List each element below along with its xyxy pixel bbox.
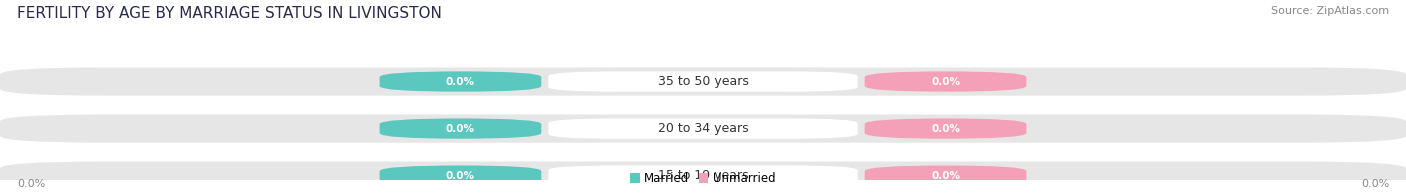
FancyBboxPatch shape	[380, 71, 541, 92]
Text: 0.0%: 0.0%	[446, 76, 475, 87]
FancyBboxPatch shape	[865, 165, 1026, 186]
FancyBboxPatch shape	[0, 114, 1406, 143]
Text: 0.0%: 0.0%	[446, 171, 475, 181]
FancyBboxPatch shape	[548, 165, 858, 186]
Text: 0.0%: 0.0%	[446, 123, 475, 134]
FancyBboxPatch shape	[0, 67, 1406, 96]
Text: 15 to 19 years: 15 to 19 years	[658, 169, 748, 182]
Text: Source: ZipAtlas.com: Source: ZipAtlas.com	[1271, 6, 1389, 16]
Text: FERTILITY BY AGE BY MARRIAGE STATUS IN LIVINGSTON: FERTILITY BY AGE BY MARRIAGE STATUS IN L…	[17, 6, 441, 21]
FancyBboxPatch shape	[380, 165, 541, 186]
FancyBboxPatch shape	[865, 118, 1026, 139]
Text: 0.0%: 0.0%	[931, 171, 960, 181]
Legend: Married, Unmarried: Married, Unmarried	[626, 168, 780, 190]
FancyBboxPatch shape	[865, 71, 1026, 92]
Text: 0.0%: 0.0%	[1361, 179, 1389, 189]
Text: 0.0%: 0.0%	[931, 76, 960, 87]
FancyBboxPatch shape	[380, 118, 541, 139]
Text: 0.0%: 0.0%	[17, 179, 45, 189]
FancyBboxPatch shape	[548, 71, 858, 92]
FancyBboxPatch shape	[0, 162, 1406, 190]
Text: 20 to 34 years: 20 to 34 years	[658, 122, 748, 135]
Text: 35 to 50 years: 35 to 50 years	[658, 75, 748, 88]
FancyBboxPatch shape	[548, 118, 858, 139]
Text: 0.0%: 0.0%	[931, 123, 960, 134]
